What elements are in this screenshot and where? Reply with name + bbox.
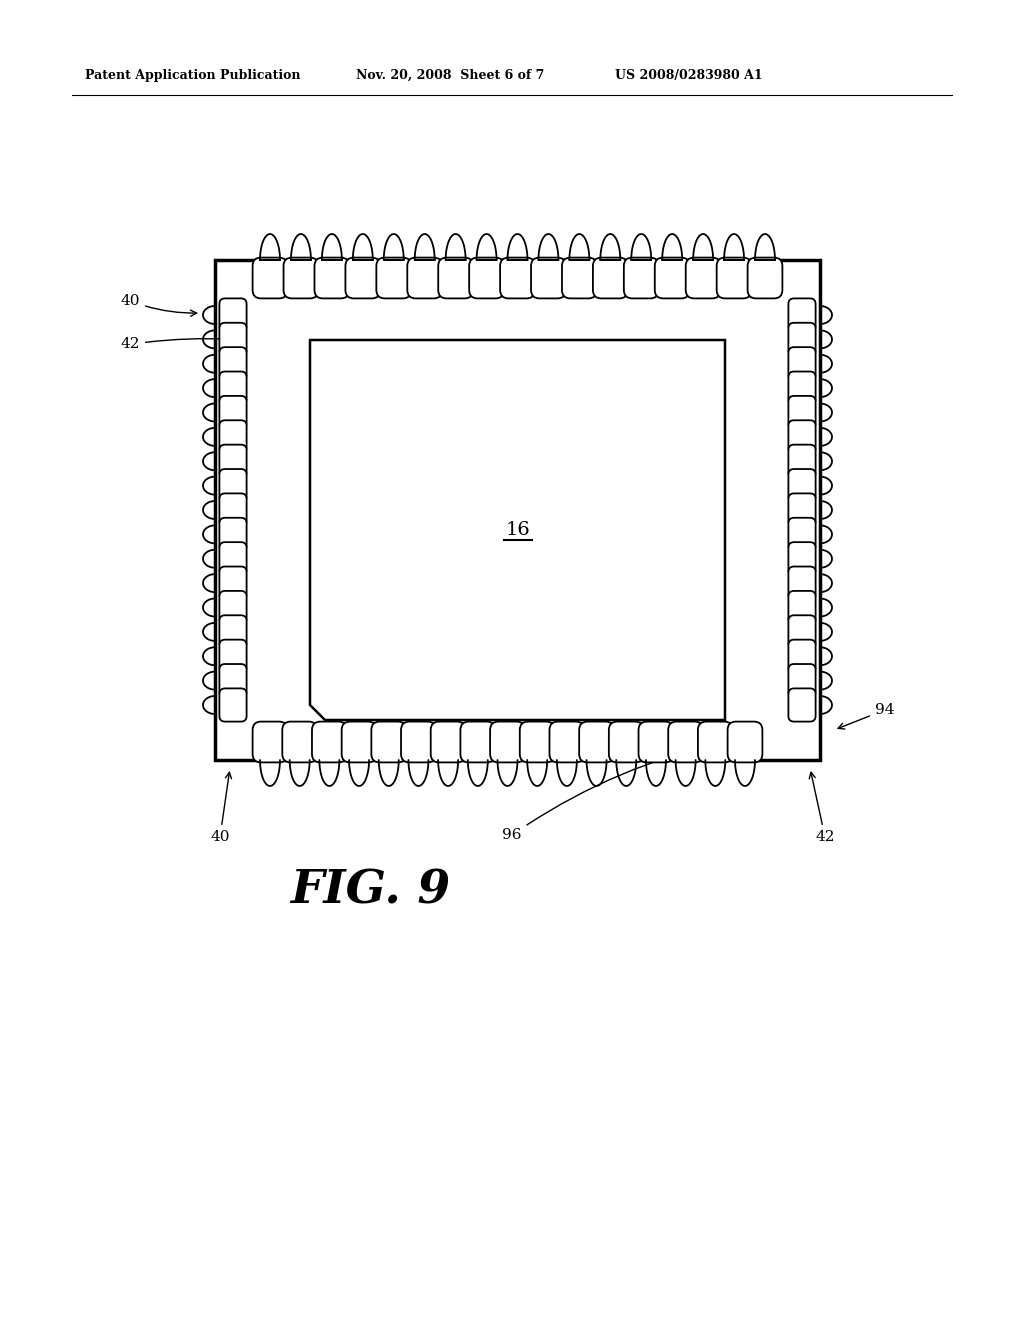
FancyBboxPatch shape xyxy=(283,722,317,763)
FancyBboxPatch shape xyxy=(461,722,496,763)
Text: 40: 40 xyxy=(210,772,231,843)
FancyBboxPatch shape xyxy=(550,722,585,763)
FancyBboxPatch shape xyxy=(219,494,247,527)
FancyBboxPatch shape xyxy=(748,257,782,298)
FancyBboxPatch shape xyxy=(377,257,412,298)
FancyBboxPatch shape xyxy=(219,469,247,502)
FancyBboxPatch shape xyxy=(593,257,628,298)
FancyBboxPatch shape xyxy=(219,420,247,454)
FancyBboxPatch shape xyxy=(408,257,442,298)
FancyBboxPatch shape xyxy=(219,689,247,722)
FancyBboxPatch shape xyxy=(562,257,597,298)
FancyBboxPatch shape xyxy=(372,722,407,763)
FancyBboxPatch shape xyxy=(219,591,247,624)
FancyBboxPatch shape xyxy=(717,257,752,298)
FancyBboxPatch shape xyxy=(609,722,644,763)
FancyBboxPatch shape xyxy=(728,722,763,763)
FancyBboxPatch shape xyxy=(788,615,815,648)
FancyBboxPatch shape xyxy=(431,722,466,763)
FancyBboxPatch shape xyxy=(219,347,247,380)
FancyBboxPatch shape xyxy=(253,722,288,763)
FancyBboxPatch shape xyxy=(490,722,525,763)
Text: 42: 42 xyxy=(809,772,835,843)
FancyBboxPatch shape xyxy=(401,722,436,763)
FancyBboxPatch shape xyxy=(438,257,473,298)
FancyBboxPatch shape xyxy=(788,543,815,576)
FancyBboxPatch shape xyxy=(284,257,318,298)
FancyBboxPatch shape xyxy=(788,664,815,697)
FancyBboxPatch shape xyxy=(531,257,566,298)
FancyBboxPatch shape xyxy=(788,494,815,527)
FancyBboxPatch shape xyxy=(312,722,347,763)
FancyBboxPatch shape xyxy=(219,298,247,331)
Text: FIG. 9: FIG. 9 xyxy=(290,867,451,913)
FancyBboxPatch shape xyxy=(788,689,815,722)
FancyBboxPatch shape xyxy=(219,543,247,576)
FancyBboxPatch shape xyxy=(469,257,504,298)
FancyBboxPatch shape xyxy=(788,396,815,429)
FancyBboxPatch shape xyxy=(788,591,815,624)
FancyBboxPatch shape xyxy=(788,323,815,356)
FancyBboxPatch shape xyxy=(219,323,247,356)
FancyBboxPatch shape xyxy=(500,257,535,298)
Text: 40: 40 xyxy=(121,294,197,317)
FancyBboxPatch shape xyxy=(788,298,815,331)
FancyBboxPatch shape xyxy=(698,722,733,763)
FancyBboxPatch shape xyxy=(520,722,555,763)
Text: 96: 96 xyxy=(502,742,721,842)
FancyBboxPatch shape xyxy=(788,347,815,380)
FancyBboxPatch shape xyxy=(219,615,247,648)
Text: Patent Application Publication: Patent Application Publication xyxy=(85,69,300,82)
Text: US 2008/0283980 A1: US 2008/0283980 A1 xyxy=(615,69,763,82)
FancyBboxPatch shape xyxy=(788,469,815,502)
FancyBboxPatch shape xyxy=(788,517,815,550)
FancyBboxPatch shape xyxy=(788,420,815,454)
FancyBboxPatch shape xyxy=(788,640,815,673)
FancyBboxPatch shape xyxy=(314,257,349,298)
FancyBboxPatch shape xyxy=(639,722,674,763)
Text: 42: 42 xyxy=(121,335,228,351)
FancyBboxPatch shape xyxy=(219,371,247,405)
Text: Nov. 20, 2008  Sheet 6 of 7: Nov. 20, 2008 Sheet 6 of 7 xyxy=(356,69,545,82)
Text: 16: 16 xyxy=(505,521,529,539)
FancyBboxPatch shape xyxy=(654,257,689,298)
FancyBboxPatch shape xyxy=(669,722,703,763)
FancyBboxPatch shape xyxy=(580,722,614,763)
FancyBboxPatch shape xyxy=(345,257,380,298)
FancyBboxPatch shape xyxy=(219,396,247,429)
FancyBboxPatch shape xyxy=(342,722,377,763)
FancyBboxPatch shape xyxy=(788,566,815,599)
FancyBboxPatch shape xyxy=(253,257,288,298)
Text: 94: 94 xyxy=(838,704,895,729)
FancyBboxPatch shape xyxy=(788,445,815,478)
FancyBboxPatch shape xyxy=(219,517,247,550)
FancyBboxPatch shape xyxy=(219,566,247,599)
Bar xyxy=(215,260,820,760)
FancyBboxPatch shape xyxy=(219,640,247,673)
FancyBboxPatch shape xyxy=(686,257,721,298)
FancyBboxPatch shape xyxy=(788,371,815,405)
FancyBboxPatch shape xyxy=(219,664,247,697)
FancyBboxPatch shape xyxy=(219,445,247,478)
Polygon shape xyxy=(310,341,725,719)
FancyBboxPatch shape xyxy=(624,257,658,298)
